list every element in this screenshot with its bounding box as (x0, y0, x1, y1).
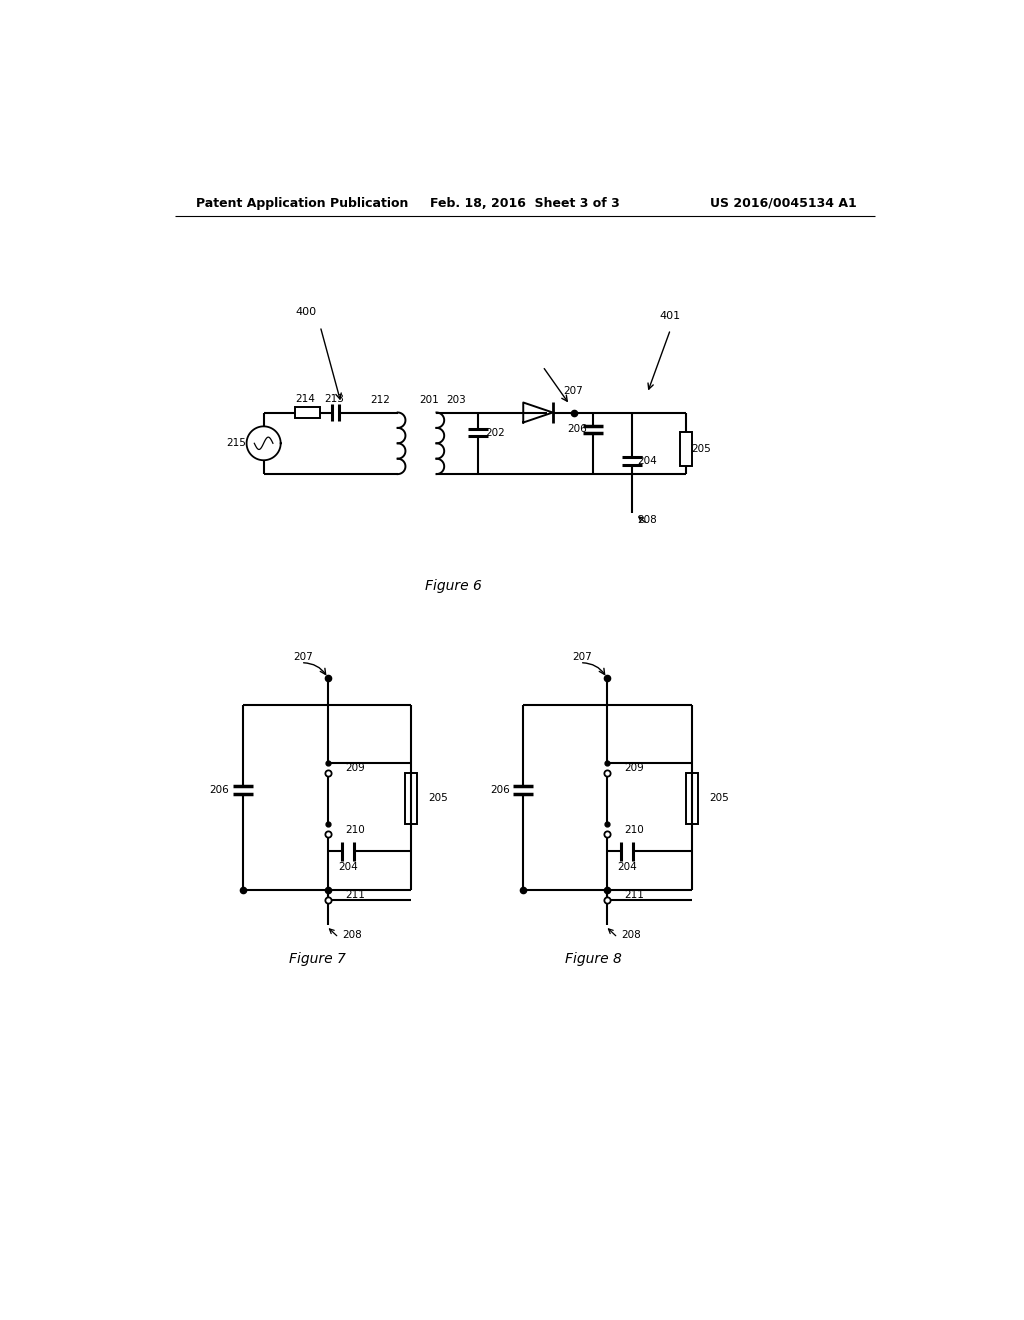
Text: 207: 207 (572, 652, 592, 663)
Text: 400: 400 (296, 308, 316, 317)
Text: 206: 206 (210, 785, 229, 795)
Text: 215: 215 (225, 438, 246, 449)
Text: 205: 205 (691, 444, 712, 454)
FancyBboxPatch shape (295, 407, 321, 418)
Text: 209: 209 (624, 763, 644, 774)
Text: 213: 213 (325, 393, 344, 404)
FancyBboxPatch shape (686, 774, 698, 825)
Text: 210: 210 (345, 825, 365, 834)
Text: Figure 7: Figure 7 (290, 952, 346, 966)
Text: 207: 207 (564, 385, 584, 396)
Text: 211: 211 (624, 890, 644, 900)
Text: 201: 201 (419, 395, 438, 405)
Text: 203: 203 (445, 395, 466, 405)
Text: 214: 214 (295, 393, 314, 404)
Text: 208: 208 (342, 929, 361, 940)
Text: 202: 202 (485, 428, 505, 437)
Text: 212: 212 (371, 395, 390, 405)
Text: 210: 210 (624, 825, 644, 834)
Text: 211: 211 (345, 890, 365, 900)
Text: 204: 204 (617, 862, 637, 871)
Text: Figure 8: Figure 8 (564, 952, 622, 966)
Text: 401: 401 (659, 312, 681, 321)
Text: 204: 204 (637, 455, 657, 466)
Text: 208: 208 (637, 515, 657, 525)
Text: Figure 6: Figure 6 (425, 578, 482, 593)
Text: 204: 204 (338, 862, 358, 871)
FancyBboxPatch shape (680, 432, 692, 466)
Text: 205: 205 (428, 793, 447, 804)
FancyBboxPatch shape (404, 774, 417, 825)
Text: 207: 207 (293, 652, 312, 663)
Text: 209: 209 (345, 763, 365, 774)
Text: Patent Application Publication: Patent Application Publication (197, 197, 409, 210)
Text: 206: 206 (490, 785, 510, 795)
Text: US 2016/0045134 A1: US 2016/0045134 A1 (710, 197, 856, 210)
Text: 205: 205 (710, 793, 729, 804)
Text: 206: 206 (567, 425, 588, 434)
Text: 208: 208 (621, 929, 641, 940)
Text: Feb. 18, 2016  Sheet 3 of 3: Feb. 18, 2016 Sheet 3 of 3 (430, 197, 620, 210)
